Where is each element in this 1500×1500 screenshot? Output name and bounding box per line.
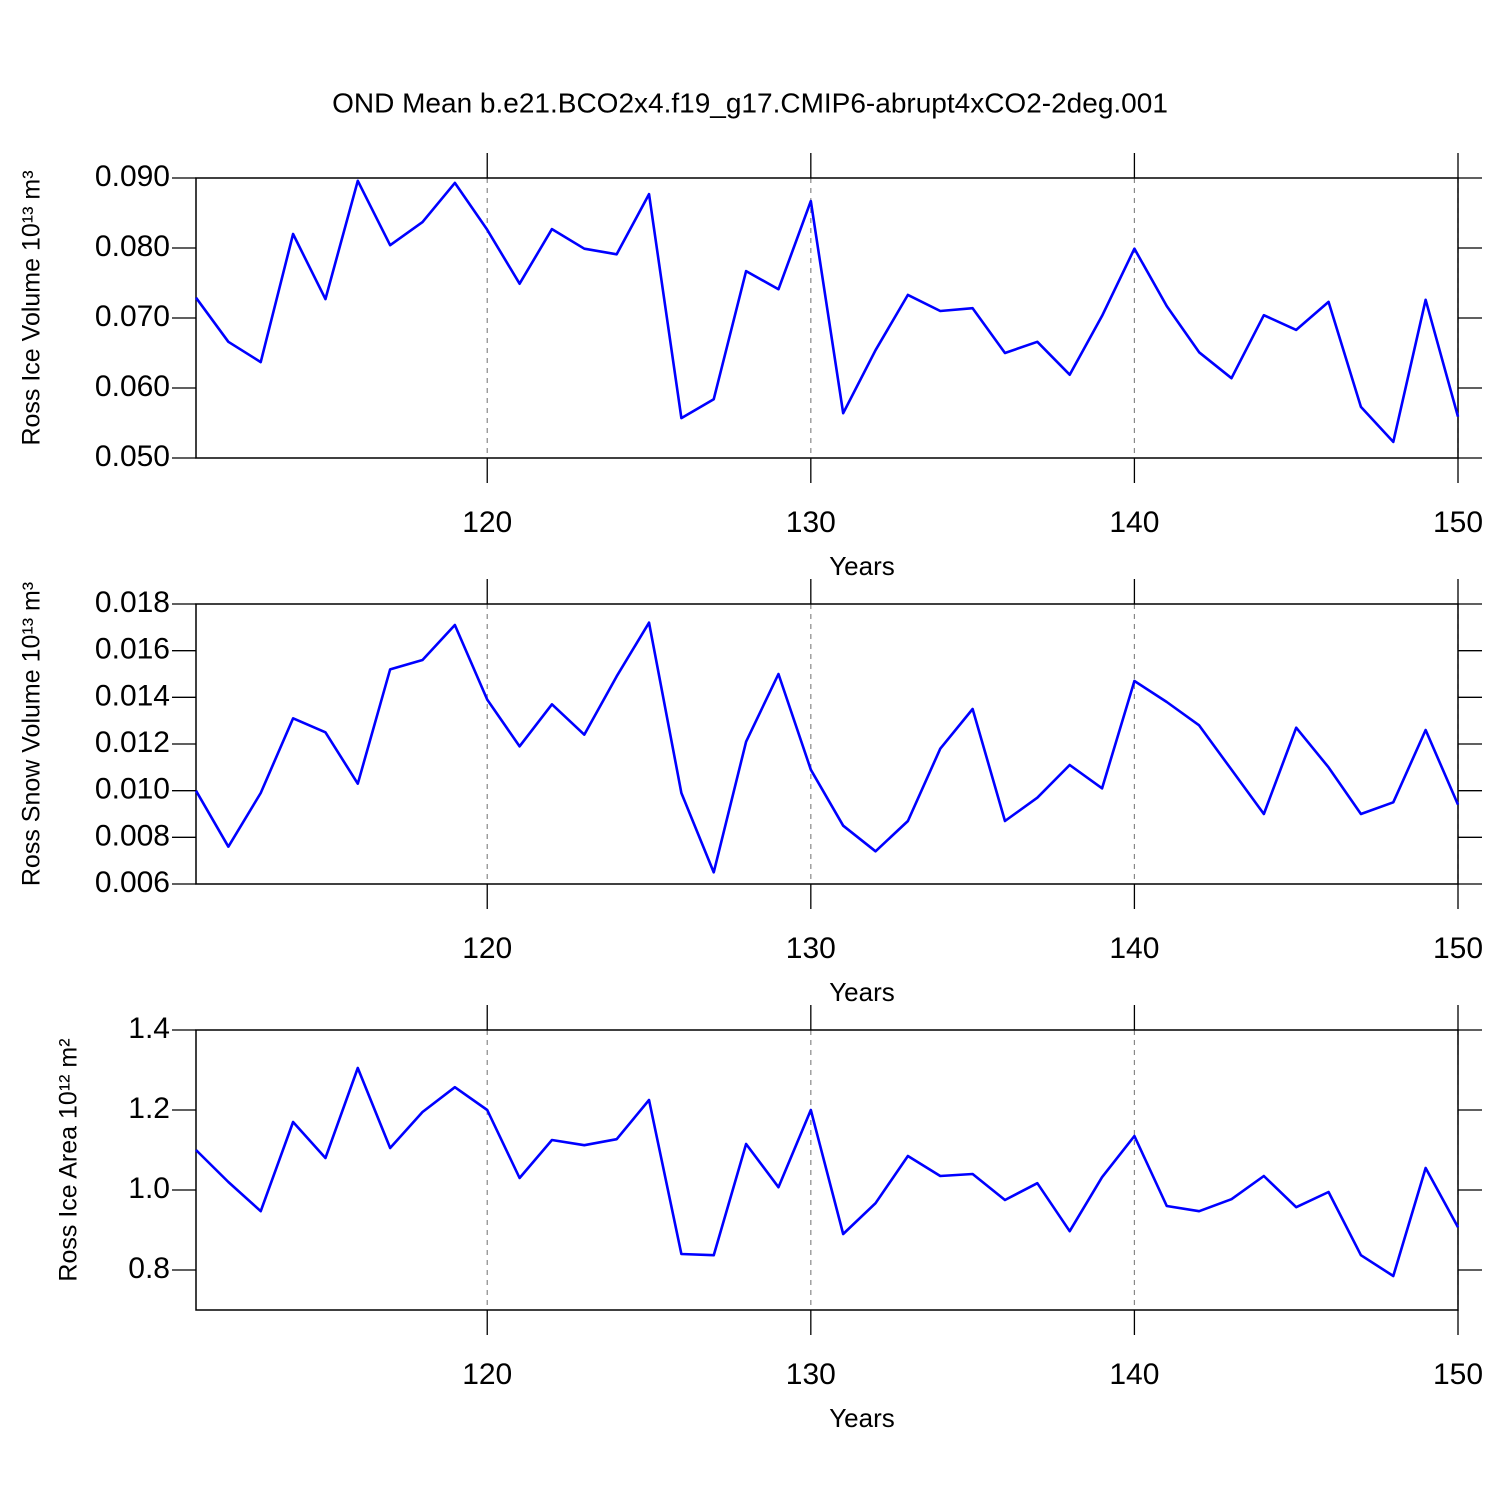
y-tick-label: 0.018	[95, 586, 170, 619]
data-line	[195, 1066, 1460, 1278]
x-axis-label: Years	[829, 977, 895, 1007]
x-axis-label: Years	[829, 551, 895, 581]
y-tick-label: 0.080	[95, 230, 170, 263]
y-axis-label: Ross Snow Volume 10¹³ m³	[18, 582, 46, 886]
y-axis-label: Ross Ice Volume 10¹³ m³	[18, 170, 46, 445]
y-tick-label: 0.012	[95, 726, 170, 759]
x-tick-label: 140	[1109, 506, 1159, 539]
x-tick-label: 130	[786, 932, 836, 965]
x-tick-label: 150	[1433, 932, 1483, 965]
x-tick-label: 130	[786, 506, 836, 539]
y-tick-label: 0.050	[95, 440, 170, 473]
y-tick-label: 0.060	[95, 370, 170, 403]
data-line	[194, 179, 1460, 444]
x-tick-label: 150	[1433, 1358, 1483, 1391]
data-line	[194, 621, 1460, 874]
y-tick-label: 1.4	[128, 1012, 170, 1045]
y-tick-label: 0.8	[128, 1252, 170, 1285]
x-tick-label: 120	[462, 932, 512, 965]
y-tick-label: 1.0	[128, 1172, 170, 1205]
y-tick-label: 0.010	[95, 773, 170, 806]
y-tick-label: 0.006	[95, 866, 170, 899]
plot-frame	[195, 177, 1459, 459]
y-tick-label: 0.016	[95, 633, 170, 666]
x-tick-label: 120	[462, 506, 512, 539]
x-tick-label: 120	[462, 1358, 512, 1391]
y-tick-label: 0.014	[95, 679, 170, 712]
y-tick-label: 1.2	[128, 1092, 170, 1125]
x-tick-label: 140	[1109, 1358, 1159, 1391]
plot-frame	[195, 603, 1459, 885]
x-axis-label: Years	[829, 1403, 895, 1433]
y-tick-label: 0.090	[95, 160, 170, 193]
y-tick-label: 0.008	[95, 819, 170, 852]
x-tick-label: 140	[1109, 932, 1159, 965]
plot-frame	[195, 1029, 1459, 1311]
y-axis-label: Ross Ice Area 10¹² m²	[55, 1038, 83, 1281]
x-tick-label: 130	[786, 1358, 836, 1391]
x-tick-label: 150	[1433, 506, 1483, 539]
chart-title: OND Mean b.e21.BCO2x4.f19_g17.CMIP6-abru…	[332, 87, 1168, 118]
y-tick-label: 0.070	[95, 300, 170, 333]
